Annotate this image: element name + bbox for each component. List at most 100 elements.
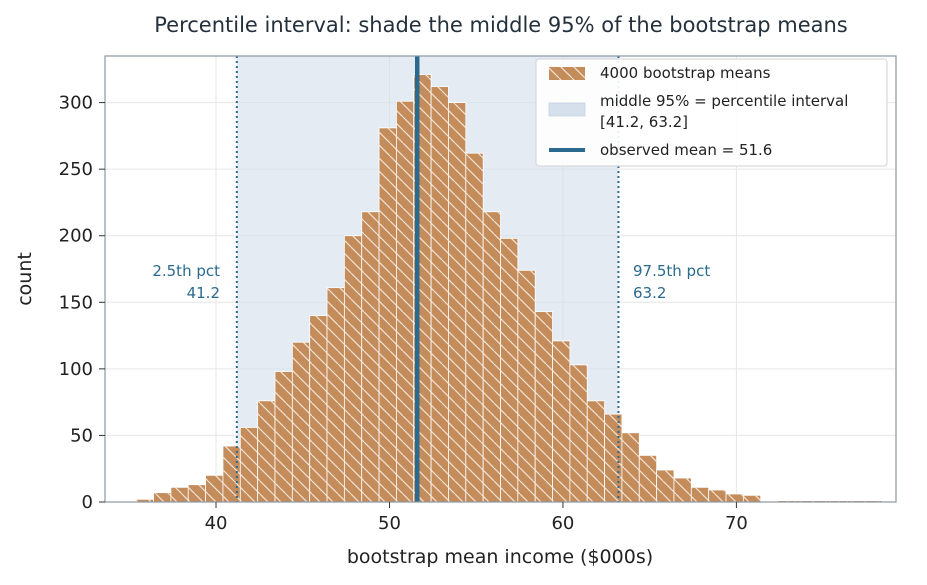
x-tick-label: 50 [378, 513, 401, 534]
histogram-bar-hatch [673, 478, 692, 502]
histogram-bar [239, 427, 259, 502]
histogram-bar [708, 489, 727, 502]
histogram-bar [673, 477, 692, 502]
upper-percentile-annotation: 97.5th pct 63.2 [633, 262, 710, 302]
histogram-bar-hatch [639, 455, 657, 502]
histogram-bar-hatch [379, 127, 397, 502]
legend-swatch-bars-hatch [549, 67, 585, 80]
histogram-bar [465, 152, 484, 502]
histogram-bar-hatch [778, 500, 796, 502]
histogram-bar-hatch [708, 490, 727, 502]
histogram-bar [222, 445, 241, 502]
chart-title: Percentile interval: shade the middle 95… [154, 13, 848, 37]
x-axis-ticks: 40 50 60 70 [205, 502, 748, 534]
histogram-bar [517, 269, 536, 502]
histogram-bar [586, 400, 605, 502]
legend-entry-bars: 4000 bootstrap means [600, 64, 771, 82]
upper-percentile-value: 63.2 [633, 284, 666, 302]
x-tick-label: 40 [205, 513, 228, 534]
histogram-bar [153, 492, 172, 502]
histogram-bar-hatch [188, 484, 206, 502]
histogram-bar-hatch [309, 315, 328, 502]
lower-percentile-value: 41.2 [187, 284, 220, 302]
histogram-bar [621, 432, 640, 502]
histogram-bar [500, 237, 519, 502]
y-tick-label: 0 [82, 492, 93, 513]
y-axis-ticks: 0 50 100 150 200 250 300 [59, 93, 105, 513]
lower-percentile-label: 2.5th pct [152, 262, 220, 280]
histogram-bar-hatch [257, 400, 275, 502]
legend-entry-mean: observed mean = 51.6 [600, 141, 772, 159]
histogram-bar-hatch [743, 495, 761, 502]
histogram-bar [205, 474, 224, 502]
histogram-bar-hatch [535, 311, 553, 502]
histogram-bar-hatch [795, 500, 813, 502]
histogram-bar-hatch [361, 211, 380, 502]
histogram-bar-hatch [812, 500, 831, 502]
histogram-bar-hatch [552, 340, 570, 502]
histogram-bar-hatch [465, 153, 484, 502]
histogram-bar [274, 371, 293, 502]
histogram-bar [638, 455, 658, 502]
y-tick-label: 100 [59, 359, 93, 380]
x-axis-label: bootstrap mean income ($000s) [347, 546, 653, 568]
legend-entry-shade-interval: [41.2, 63.2] [600, 113, 688, 131]
histogram-bar-hatch [726, 494, 744, 502]
histogram-bar-hatch [205, 475, 223, 502]
plot-frame [104, 55, 897, 503]
histogram-bar [534, 311, 553, 502]
y-tick-label: 300 [59, 93, 93, 114]
histogram-bar-hatch [517, 270, 536, 502]
histogram-bar [552, 340, 571, 502]
y-tick-label: 150 [59, 292, 93, 313]
histogram-bar [361, 211, 380, 502]
histogram-bar-hatch [847, 500, 865, 502]
y-tick-label: 250 [59, 159, 93, 180]
histogram-bar-hatch [396, 101, 414, 502]
histogram-bar [690, 486, 710, 502]
y-axis-label: count [14, 252, 36, 306]
histogram-bar-hatch [483, 211, 501, 502]
legend-entry-shade: middle 95% = percentile interval [600, 92, 848, 110]
histogram-bar [482, 211, 501, 502]
histogram-bar-hatch [500, 238, 518, 502]
histogram-bar [343, 235, 363, 502]
histogram-bar-hatch [691, 487, 709, 502]
histogram-bar-hatch [656, 470, 674, 502]
histogram-bar-hatch [587, 400, 605, 502]
histogram-bar [656, 469, 675, 502]
histogram-bar [170, 486, 189, 502]
histogram-bar-hatch [448, 102, 466, 502]
x-tick-label: 70 [725, 513, 748, 534]
histogram-bar [378, 127, 397, 502]
histogram-bar-hatch [431, 86, 449, 502]
histogram-bar [187, 484, 207, 502]
legend-swatch-shade [548, 102, 586, 117]
histogram-bar [430, 86, 449, 502]
histogram-bar-hatch [292, 342, 310, 502]
legend-box [535, 58, 888, 167]
histogram-bar [309, 315, 328, 502]
histogram-bar-hatch [153, 492, 171, 502]
histogram-bar-hatch [170, 487, 189, 502]
histogram-bar-hatch [864, 500, 883, 502]
y-tick-label: 200 [59, 226, 93, 247]
y-tick-label: 50 [70, 425, 93, 446]
histogram-bar [326, 287, 345, 502]
histogram-bar-hatch [621, 432, 640, 502]
histogram-bar [448, 102, 467, 502]
histogram-bar [864, 500, 883, 502]
upper-percentile-label: 97.5th pct [633, 262, 710, 280]
histogram-bar-hatch [327, 287, 345, 502]
histogram-bar-hatch [240, 427, 258, 502]
histogram-bar-hatch [569, 364, 588, 502]
histogram-bar [725, 493, 744, 502]
histogram-bar-hatch [274, 371, 293, 502]
histogram-bar-hatch [222, 446, 241, 502]
histogram-bar [742, 494, 762, 502]
histogram-bar [396, 100, 415, 502]
lower-percentile-annotation: 2.5th pct 41.2 [152, 262, 220, 302]
x-tick-label: 60 [551, 513, 574, 534]
histogram-bar-hatch [344, 235, 362, 502]
